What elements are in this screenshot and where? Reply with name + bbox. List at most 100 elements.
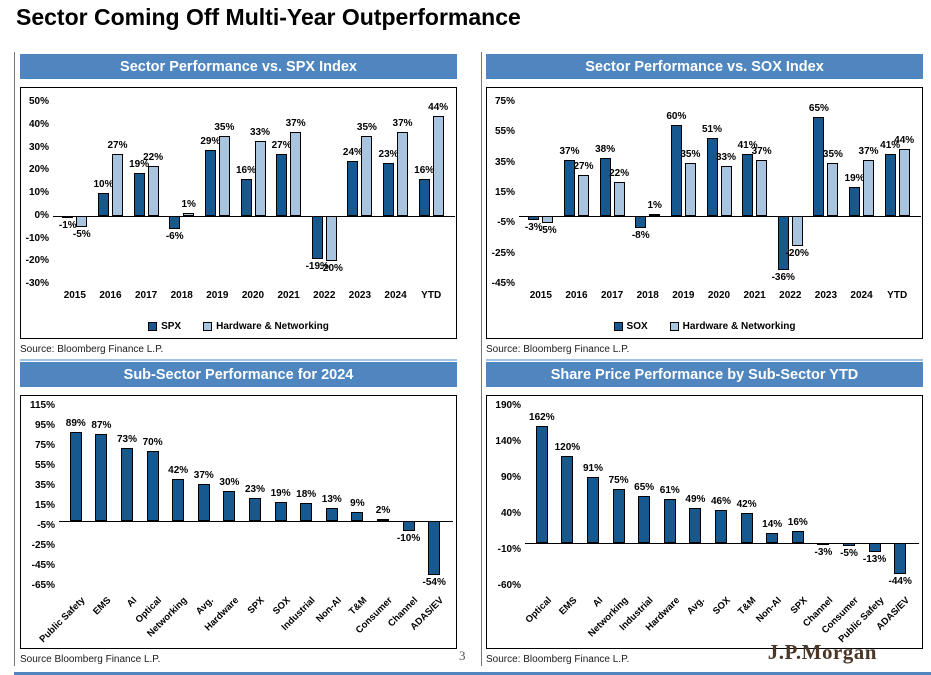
bar	[670, 124, 682, 216]
bar	[577, 174, 589, 216]
bar-value-label: 75%	[608, 474, 629, 486]
y-tick-label: -20%	[25, 255, 49, 267]
x-category-label: AI	[590, 595, 605, 610]
y-tick-label: 55%	[34, 460, 55, 471]
legend-swatch	[669, 322, 679, 331]
y-tick-label: 190%	[495, 400, 521, 411]
source-note: Source: Bloomberg Finance L.P.	[20, 344, 164, 355]
bar-value-label: -13%	[862, 554, 887, 566]
bar	[638, 496, 651, 543]
panel-subsector-ytd: Share Price Performance by Sub-Sector YT…	[486, 362, 923, 665]
bar	[183, 213, 195, 216]
bar	[684, 162, 696, 216]
bar-value-label: -3%	[814, 546, 833, 558]
bar-value-label: -5%	[72, 229, 91, 241]
x-category-label: 2016	[565, 290, 588, 301]
x-category-label: 2015	[63, 290, 86, 301]
legend-label: SPX	[161, 321, 182, 332]
column-divider-line	[481, 52, 482, 666]
section-divider-rule	[486, 359, 923, 361]
bar	[402, 521, 415, 531]
bar-value-label: -8%	[631, 229, 650, 241]
x-category-label: 2018	[636, 290, 659, 301]
bar	[97, 193, 109, 216]
y-tick-label: -10%	[497, 544, 521, 555]
bar-value-label: 60%	[666, 110, 687, 122]
x-category-label: YTD	[421, 290, 442, 301]
bar	[300, 503, 313, 521]
source-note: Source Bloomberg Finance L.P.	[20, 654, 161, 665]
bar-value-label: 46%	[710, 495, 732, 507]
bar-value-label: -3%	[524, 222, 543, 234]
bar-value-label: 30%	[219, 477, 240, 488]
bar	[791, 215, 803, 247]
bar	[351, 512, 364, 521]
bar-value-label: 35%	[214, 122, 235, 134]
y-tick-label: -5%	[497, 217, 515, 229]
page-number: 3	[459, 648, 466, 663]
x-category-label: Non-AI	[754, 595, 784, 625]
y-tick-label: -30%	[25, 278, 49, 289]
bar-value-label: 33%	[249, 126, 271, 138]
bar	[884, 153, 896, 216]
bar	[868, 542, 881, 553]
bar	[612, 488, 625, 543]
bar-value-label: 42%	[168, 465, 189, 476]
bar	[894, 542, 907, 575]
bar	[311, 215, 323, 259]
x-category-label: 2020	[707, 290, 731, 301]
bar	[218, 136, 230, 216]
x-category-label: YTD	[887, 290, 908, 301]
x-category-label: 2023	[348, 290, 372, 301]
sox-bar-chart: 75% 55% 35% 15% -5% -25% -45% -3% -5% 2015 37% 27% 2…	[487, 88, 922, 338]
y-tick-label: 55%	[494, 126, 515, 138]
bar-value-label: 16%	[787, 517, 808, 529]
bar	[397, 131, 409, 216]
source-note: Source: Bloomberg Finance L.P.	[486, 654, 630, 665]
x-category-label: SOX	[710, 595, 733, 617]
bar	[147, 165, 159, 216]
bar	[777, 215, 789, 271]
zero-axis-line	[53, 215, 455, 217]
x-category-label: 2016	[99, 290, 122, 301]
bar	[587, 477, 599, 543]
zero-axis-line	[59, 521, 453, 522]
footer-accent-bar	[14, 672, 931, 675]
x-category-label: 2021	[277, 290, 300, 301]
x-category-label: 2017	[134, 290, 158, 301]
bar-value-label: 24%	[342, 147, 363, 159]
bar-value-label: 38%	[595, 144, 616, 156]
bar-value-label: -6%	[165, 231, 184, 243]
x-category-label: SPX	[788, 595, 810, 617]
y-tick-label: 40%	[500, 508, 521, 519]
x-category-label: 2022	[779, 290, 802, 301]
bar	[428, 521, 441, 575]
chart-header-subsector-ytd: Share Price Performance by Sub-Sector YT…	[486, 362, 923, 387]
bar	[827, 162, 839, 216]
legend-label: Hardware & Networking	[682, 321, 796, 332]
bar	[849, 186, 861, 216]
x-category-label: 2023	[814, 290, 838, 301]
bar-value-label: -19%	[305, 260, 329, 272]
bar	[418, 179, 430, 216]
bar-value-label: -20%	[319, 263, 343, 275]
x-category-label: 2019	[672, 290, 695, 301]
bar-value-label: 10%	[93, 179, 114, 190]
x-category-label: 2022	[313, 290, 336, 301]
bar	[535, 426, 548, 543]
chart-area-subsector-ytd: 190% 140% 90% 40% -10% -60% 162% Optical 120% EMS…	[486, 395, 923, 649]
chart-header-subsector-2024: Sub-Sector Performance for 2024	[20, 362, 457, 387]
bar-value-label: 35%	[822, 148, 843, 160]
x-category-label: 2024	[384, 290, 407, 301]
bar	[249, 498, 261, 521]
y-tick-label: -45%	[31, 560, 55, 571]
bar-value-label: 49%	[685, 493, 706, 505]
bar-value-label: 9%	[350, 498, 365, 509]
zero-axis-line	[525, 542, 919, 544]
y-tick-label: 95%	[34, 420, 55, 431]
subsector-ytd-bar-chart: 190% 140% 90% 40% -10% -60% 162% Optical 120% EMS…	[487, 396, 922, 648]
legend-item: Hardware & Networking	[203, 321, 329, 332]
x-category-label: 2018	[170, 290, 193, 301]
source-note: Source: Bloomberg Finance L.P.	[486, 344, 630, 355]
bar	[169, 215, 181, 230]
